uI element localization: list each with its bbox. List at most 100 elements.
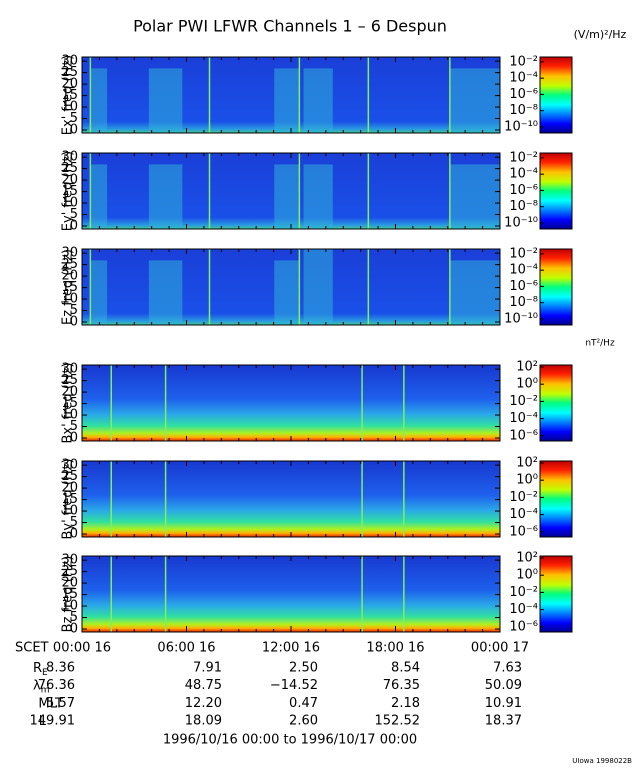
y-tick-label: 25 — [61, 373, 78, 388]
colorbar-tick-label: 10⁻² — [509, 394, 538, 409]
colorbar — [539, 56, 573, 134]
ephemeris-value: 76.35 — [383, 678, 420, 693]
colorbar-tick-label: 10⁻¹⁰ — [504, 119, 538, 134]
scet-label: SCET — [15, 641, 49, 656]
y-axis-label: By' freq (Hz) — [61, 458, 76, 539]
ephemeris-label-main: λ — [33, 678, 41, 693]
colorbar-tick-label: 10² — [516, 359, 538, 374]
spectrogram-burst — [303, 249, 333, 325]
y-tick-label: 15 — [61, 587, 78, 602]
ephemeris-label: RE — [33, 661, 48, 678]
spectrogram-burst — [148, 164, 183, 229]
ephemeris-value: −14.52 — [270, 678, 318, 693]
ephemeris-value: 8.36 — [46, 661, 75, 676]
colorbar-unit: (V/m)²/Hz — [574, 28, 627, 41]
spectrogram-burst — [449, 164, 500, 229]
colorbar-tick-label: 10⁻² — [509, 150, 538, 165]
y-tick-label: 0 — [70, 431, 78, 446]
spectrogram-image — [82, 365, 500, 441]
colorbar-tick-label: 10⁻⁶ — [509, 524, 538, 539]
y-tick-label: 15 — [61, 396, 78, 411]
colorbar-tick-label: 10⁻² — [509, 585, 538, 600]
spectrogram-burst — [303, 68, 333, 133]
spectrogram-burst — [303, 164, 333, 229]
ephemeris-value: 18.37 — [485, 714, 522, 729]
colorbar-tick-label: 10⁻² — [509, 246, 538, 261]
colorbar-tick-label: 10⁻⁴ — [509, 411, 538, 426]
y-tick-label: 20 — [61, 385, 78, 400]
spectrogram-burst — [449, 68, 500, 133]
ephemeris-value: 2.18 — [391, 696, 420, 711]
y-tick-label: 5 — [70, 207, 78, 222]
colorbar-tick-label: 10⁰ — [516, 568, 538, 583]
ephemeris-label: MLT — [38, 696, 63, 711]
y-tick-label: 20 — [61, 576, 78, 591]
colorbar — [539, 248, 573, 326]
y-tick-label: 30 — [61, 150, 78, 165]
y-tick-label: 30 — [61, 362, 78, 377]
spectrogram-burst — [449, 260, 500, 325]
y-tick-label: 30 — [61, 54, 78, 69]
y-tick-label: 0 — [70, 123, 78, 138]
footer: UIowa 1998022B — [572, 757, 632, 765]
colorbar-unit: nT²/Hz — [585, 339, 615, 349]
ephemeris-value: 18.09 — [185, 714, 222, 729]
y-tick-label: 20 — [61, 481, 78, 496]
title: Polar PWI LFWR Channels 1 – 6 Despun — [133, 17, 447, 36]
ephemeris-value: 152.52 — [375, 714, 421, 729]
spectrogram-image — [82, 461, 500, 537]
spectrogram-burst — [274, 260, 300, 325]
spectrogram-burst — [148, 260, 183, 325]
y-tick-label: 0 — [70, 527, 78, 542]
spectrogram-burst — [90, 68, 108, 133]
ephemeris-label-main: L — [39, 714, 47, 729]
y-tick-label: 20 — [61, 173, 78, 188]
colorbar-tick-label: 10⁻⁶ — [509, 183, 538, 198]
y-tick-label: 0 — [70, 622, 78, 637]
y-tick-label: 25 — [61, 65, 78, 80]
colorbar-tick-label: 10⁻⁶ — [509, 619, 538, 634]
x-tick-label: 00:00 17 — [471, 641, 529, 656]
ephemeris-value: 50.09 — [485, 678, 522, 693]
y-tick-label: 0 — [70, 219, 78, 234]
colorbar-tick-label: 10⁻² — [509, 54, 538, 69]
y-tick-label: 25 — [61, 469, 78, 484]
colorbar-tick-label: 10⁻⁸ — [509, 295, 538, 310]
colorbar-tick-label: 10⁰ — [516, 473, 538, 488]
y-axis-label: Ey' freq (Hz) — [61, 151, 76, 231]
x-tick-label: 00:00 16 — [53, 641, 111, 656]
colorbar-tick-label: 10⁻⁴ — [509, 602, 538, 617]
y-tick-label: 5 — [70, 303, 78, 318]
spectrogram-burst — [274, 68, 300, 133]
ephemeris-value: 48.75 — [185, 678, 222, 693]
colorbar-tick-label: 10⁻⁶ — [509, 87, 538, 102]
ephemeris-label-main: R — [33, 661, 42, 676]
ephemeris-value: 12.20 — [185, 696, 222, 711]
ephemeris-label-main: MLT — [38, 696, 63, 711]
colorbar-tick-label: 10⁻² — [509, 490, 538, 505]
y-tick-label: 10 — [61, 408, 78, 423]
y-tick-label: 10 — [61, 196, 78, 211]
ephemeris-value: 8.54 — [391, 661, 420, 676]
ephemeris-value: 7.91 — [193, 661, 222, 676]
ephemeris-label-sub: E — [42, 668, 48, 678]
colorbar-tick-label: 10⁻⁴ — [509, 507, 538, 522]
ephemeris-label: L — [39, 714, 47, 729]
colorbar — [539, 460, 573, 538]
x-tick-label: 18:00 16 — [366, 641, 424, 656]
y-tick-label: 15 — [61, 184, 78, 199]
y-tick-label: 25 — [61, 564, 78, 579]
ephemeris-label: λm — [33, 678, 49, 695]
y-axis-label: Bz freq (Hz) — [61, 556, 76, 633]
spectrogram-burst — [90, 260, 108, 325]
y-axis-label: Ez freq (Hz) — [61, 249, 76, 325]
y-axis-label: Bx' freq (Hz) — [61, 362, 76, 443]
spectrogram-image — [82, 556, 500, 632]
y-tick-label: 20 — [61, 77, 78, 92]
y-tick-label: 30 — [61, 553, 78, 568]
y-tick-label: 10 — [61, 504, 78, 519]
colorbar-tick-label: 10⁻⁴ — [509, 263, 538, 278]
ephemeris-value: 0.47 — [289, 696, 318, 711]
colorbar — [539, 555, 573, 633]
y-tick-label: 10 — [61, 100, 78, 115]
